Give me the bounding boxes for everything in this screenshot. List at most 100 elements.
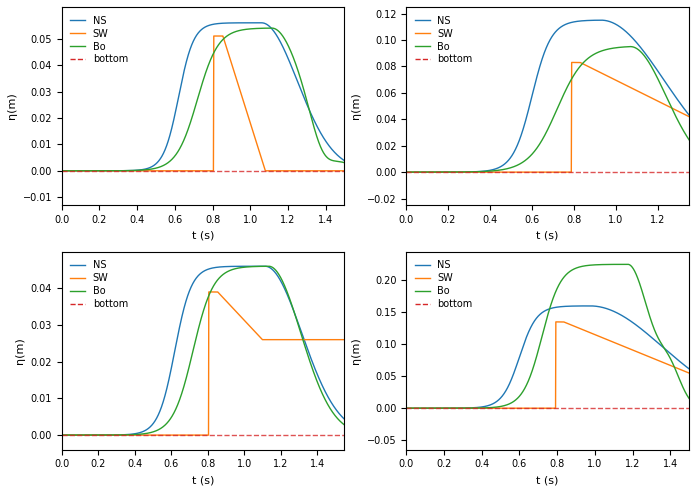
SW <box>178 168 187 174</box>
NS <box>58 432 66 438</box>
Bo <box>511 398 519 403</box>
Bo <box>685 396 693 401</box>
NS <box>340 158 349 164</box>
Legend: NS, SW, Bo, bottom: NS, SW, Bo, bottom <box>411 256 477 313</box>
Bo <box>90 432 98 438</box>
SW <box>511 169 519 175</box>
SW <box>434 169 443 175</box>
Bo <box>402 169 411 175</box>
Line: NS: NS <box>62 266 345 435</box>
SW <box>58 432 66 438</box>
Bo <box>264 263 273 269</box>
NS <box>402 169 411 175</box>
SW <box>511 405 519 411</box>
Line: SW: SW <box>62 36 345 171</box>
NS <box>679 105 688 111</box>
Bo <box>511 163 519 169</box>
NS <box>685 112 693 118</box>
Bo <box>626 44 635 50</box>
Bo <box>649 323 657 329</box>
SW <box>649 96 657 102</box>
Bo <box>451 405 459 411</box>
Bo <box>679 128 688 134</box>
SW <box>205 289 213 295</box>
Bo <box>166 158 174 164</box>
SW <box>402 405 411 411</box>
SW <box>451 405 459 411</box>
SW <box>523 405 531 411</box>
Bo <box>166 416 174 422</box>
NS <box>649 336 657 342</box>
NS <box>649 62 657 67</box>
Bo <box>340 160 349 166</box>
NS <box>586 303 594 309</box>
NS <box>178 76 187 82</box>
Bo <box>451 169 459 175</box>
NS <box>685 366 693 372</box>
NS <box>178 311 187 317</box>
SW <box>166 432 174 438</box>
Bo <box>523 381 531 387</box>
X-axis label: t (s): t (s) <box>192 475 214 485</box>
Bo <box>402 405 411 411</box>
Line: Bo: Bo <box>62 28 345 171</box>
NS <box>304 105 313 111</box>
SW <box>90 432 98 438</box>
NS <box>335 410 343 416</box>
SW <box>551 319 560 325</box>
Bo <box>58 168 66 174</box>
Bo <box>106 168 115 174</box>
Line: SW: SW <box>406 62 689 172</box>
Bo <box>178 140 187 146</box>
SW <box>685 114 693 120</box>
Line: Bo: Bo <box>62 266 345 435</box>
Bo <box>58 432 66 438</box>
NS <box>434 405 443 411</box>
SW <box>340 168 349 174</box>
Y-axis label: η(m): η(m) <box>351 338 361 364</box>
NS <box>258 20 266 26</box>
NS <box>402 405 411 411</box>
NS <box>451 405 459 411</box>
SW <box>523 169 531 175</box>
SW <box>649 355 657 361</box>
Bo <box>304 354 313 360</box>
Y-axis label: η(m): η(m) <box>15 338 25 364</box>
Bo <box>649 67 657 73</box>
Bo <box>523 156 531 162</box>
NS <box>340 416 349 422</box>
SW <box>335 168 343 174</box>
NS <box>511 148 519 154</box>
NS <box>90 432 98 438</box>
Y-axis label: η(m): η(m) <box>351 92 361 120</box>
Legend: NS, SW, Bo, bottom: NS, SW, Bo, bottom <box>67 12 132 68</box>
SW <box>106 168 115 174</box>
NS <box>58 168 66 174</box>
NS <box>90 168 98 174</box>
Line: NS: NS <box>406 306 689 408</box>
NS <box>261 263 269 269</box>
Bo <box>335 417 343 423</box>
SW <box>685 370 693 376</box>
Bo <box>178 388 187 394</box>
SW <box>679 111 688 117</box>
Bo <box>304 104 313 110</box>
Bo <box>335 158 343 164</box>
Bo <box>434 169 443 175</box>
NS <box>434 169 443 175</box>
SW <box>90 168 98 174</box>
NS <box>166 131 174 137</box>
NS <box>304 349 313 355</box>
NS <box>523 333 531 338</box>
SW <box>402 169 411 175</box>
Bo <box>106 432 115 438</box>
NS <box>523 113 531 119</box>
Bo <box>434 405 443 411</box>
NS <box>166 371 174 377</box>
SW <box>679 368 688 374</box>
X-axis label: t (s): t (s) <box>192 230 214 241</box>
Line: SW: SW <box>406 322 689 408</box>
Line: NS: NS <box>62 23 345 171</box>
SW <box>304 168 313 174</box>
Bo <box>268 25 276 31</box>
